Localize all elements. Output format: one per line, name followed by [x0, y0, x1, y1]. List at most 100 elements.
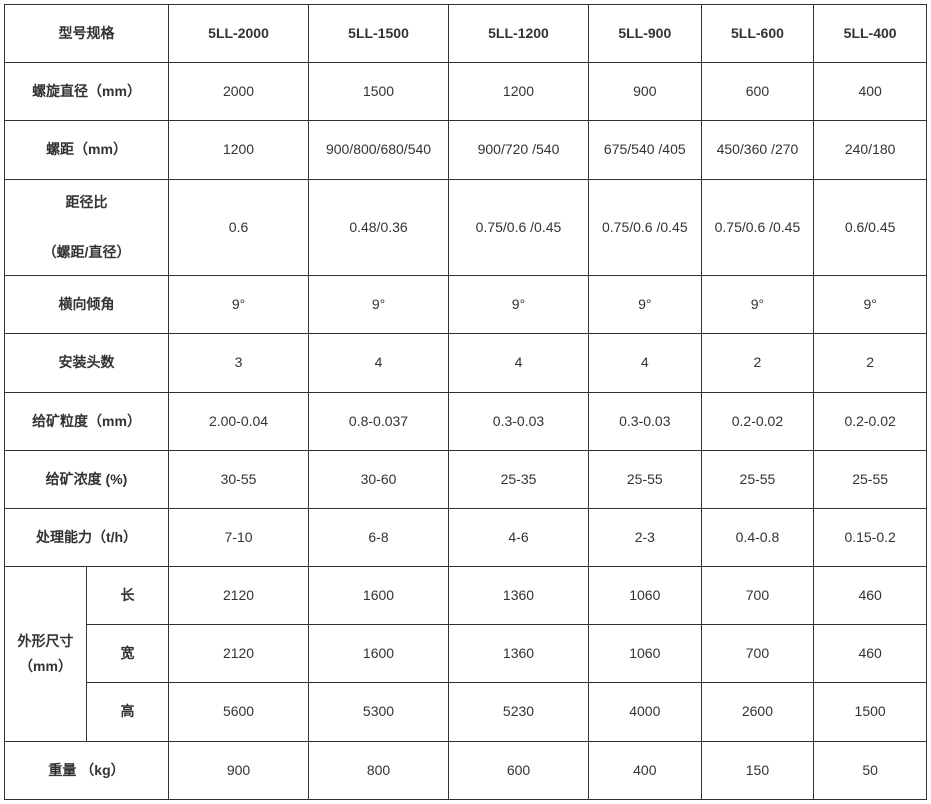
cell: 25-55	[588, 450, 701, 508]
cell: 1500	[814, 683, 927, 741]
cell: 9°	[701, 276, 814, 334]
cell: 2000	[169, 63, 309, 121]
table-row: 高 5600 5300 5230 4000 2600 1500	[5, 683, 927, 741]
cell: 240/180	[814, 121, 927, 179]
cell: 4	[588, 334, 701, 392]
cell: 1360	[449, 567, 589, 625]
row-label-pitch: 螺距（mm）	[5, 121, 169, 179]
row-label-ratio: 距径比 （螺距/直径）	[5, 179, 169, 276]
spec-table: 型号规格 5LL-2000 5LL-1500 5LL-1200 5LL-900 …	[4, 4, 927, 800]
cell: 0.3-0.03	[588, 392, 701, 450]
cell: 900/720 /540	[449, 121, 589, 179]
cell: 675/540 /405	[588, 121, 701, 179]
cell: 0.75/0.6 /0.45	[701, 179, 814, 276]
cell: 1200	[449, 63, 589, 121]
cell: 4000	[588, 683, 701, 741]
cell: 460	[814, 567, 927, 625]
cell: 600	[701, 63, 814, 121]
table-row: 横向倾角 9° 9° 9° 9° 9° 9°	[5, 276, 927, 334]
cell: 25-55	[701, 450, 814, 508]
col-header: 5LL-1500	[309, 5, 449, 63]
cell: 150	[701, 741, 814, 799]
cell: 1600	[309, 567, 449, 625]
cell: 2120	[169, 567, 309, 625]
cell: 1500	[309, 63, 449, 121]
cell: 2-3	[588, 508, 701, 566]
row-sublabel-width: 宽	[87, 625, 169, 683]
cell: 50	[814, 741, 927, 799]
cell: 1060	[588, 567, 701, 625]
row-label-heads: 安装头数	[5, 334, 169, 392]
cell: 1060	[588, 625, 701, 683]
col-header: 5LL-600	[701, 5, 814, 63]
cell: 600	[449, 741, 589, 799]
cell: 1200	[169, 121, 309, 179]
cell: 1600	[309, 625, 449, 683]
ratio-label-line2: （螺距/直径）	[9, 240, 164, 265]
cell: 2600	[701, 683, 814, 741]
cell: 4	[449, 334, 589, 392]
ratio-label-line1: 距径比	[9, 190, 164, 215]
cell: 0.15-0.2	[814, 508, 927, 566]
cell: 9°	[449, 276, 589, 334]
cell: 460	[814, 625, 927, 683]
cell: 700	[701, 567, 814, 625]
cell: 0.75/0.6 /0.45	[449, 179, 589, 276]
cell: 9°	[588, 276, 701, 334]
row-sublabel-length: 长	[87, 567, 169, 625]
table-row: 重量 （kg） 900 800 600 400 150 50	[5, 741, 927, 799]
cell: 0.75/0.6 /0.45	[588, 179, 701, 276]
cell: 5230	[449, 683, 589, 741]
cell: 2	[814, 334, 927, 392]
table-row: 宽 2120 1600 1360 1060 700 460	[5, 625, 927, 683]
row-label-feed-size: 给矿粒度（mm）	[5, 392, 169, 450]
cell: 0.6/0.45	[814, 179, 927, 276]
cell: 400	[588, 741, 701, 799]
col-header: 5LL-2000	[169, 5, 309, 63]
col-header: 5LL-400	[814, 5, 927, 63]
col-header: 5LL-1200	[449, 5, 589, 63]
cell: 0.48/0.36	[309, 179, 449, 276]
cell: 900	[588, 63, 701, 121]
cell: 800	[309, 741, 449, 799]
row-label-capacity: 处理能力（t/h）	[5, 508, 169, 566]
cell: 0.2-0.02	[814, 392, 927, 450]
cell: 25-35	[449, 450, 589, 508]
cell: 700	[701, 625, 814, 683]
cell: 7-10	[169, 508, 309, 566]
cell: 3	[169, 334, 309, 392]
cell: 0.6	[169, 179, 309, 276]
cell: 5300	[309, 683, 449, 741]
row-label-feed-conc: 给矿浓度 (%)	[5, 450, 169, 508]
table-row: 给矿粒度（mm） 2.00-0.04 0.8-0.037 0.3-0.03 0.…	[5, 392, 927, 450]
cell: 0.2-0.02	[701, 392, 814, 450]
col-header: 5LL-900	[588, 5, 701, 63]
cell: 25-55	[814, 450, 927, 508]
table-row: 外形尺寸（mm） 长 2120 1600 1360 1060 700 460	[5, 567, 927, 625]
table-row: 处理能力（t/h） 7-10 6-8 4-6 2-3 0.4-0.8 0.15-…	[5, 508, 927, 566]
row-label-angle: 横向倾角	[5, 276, 169, 334]
cell: 900	[169, 741, 309, 799]
cell: 2	[701, 334, 814, 392]
table-row: 给矿浓度 (%) 30-55 30-60 25-35 25-55 25-55 2…	[5, 450, 927, 508]
table-row: 螺距（mm） 1200 900/800/680/540 900/720 /540…	[5, 121, 927, 179]
cell: 30-55	[169, 450, 309, 508]
cell: 400	[814, 63, 927, 121]
cell: 2120	[169, 625, 309, 683]
cell: 0.4-0.8	[701, 508, 814, 566]
table-row: 安装头数 3 4 4 4 2 2	[5, 334, 927, 392]
cell: 4-6	[449, 508, 589, 566]
cell: 9°	[169, 276, 309, 334]
cell: 9°	[814, 276, 927, 334]
row-label-dimensions: 外形尺寸（mm）	[5, 567, 87, 742]
table-row: 螺旋直径（mm） 2000 1500 1200 900 600 400	[5, 63, 927, 121]
cell: 1360	[449, 625, 589, 683]
cell: 9°	[309, 276, 449, 334]
header-label: 型号规格	[5, 5, 169, 63]
table-header-row: 型号规格 5LL-2000 5LL-1500 5LL-1200 5LL-900 …	[5, 5, 927, 63]
cell: 5600	[169, 683, 309, 741]
cell: 450/360 /270	[701, 121, 814, 179]
cell: 900/800/680/540	[309, 121, 449, 179]
cell: 2.00-0.04	[169, 392, 309, 450]
cell: 4	[309, 334, 449, 392]
